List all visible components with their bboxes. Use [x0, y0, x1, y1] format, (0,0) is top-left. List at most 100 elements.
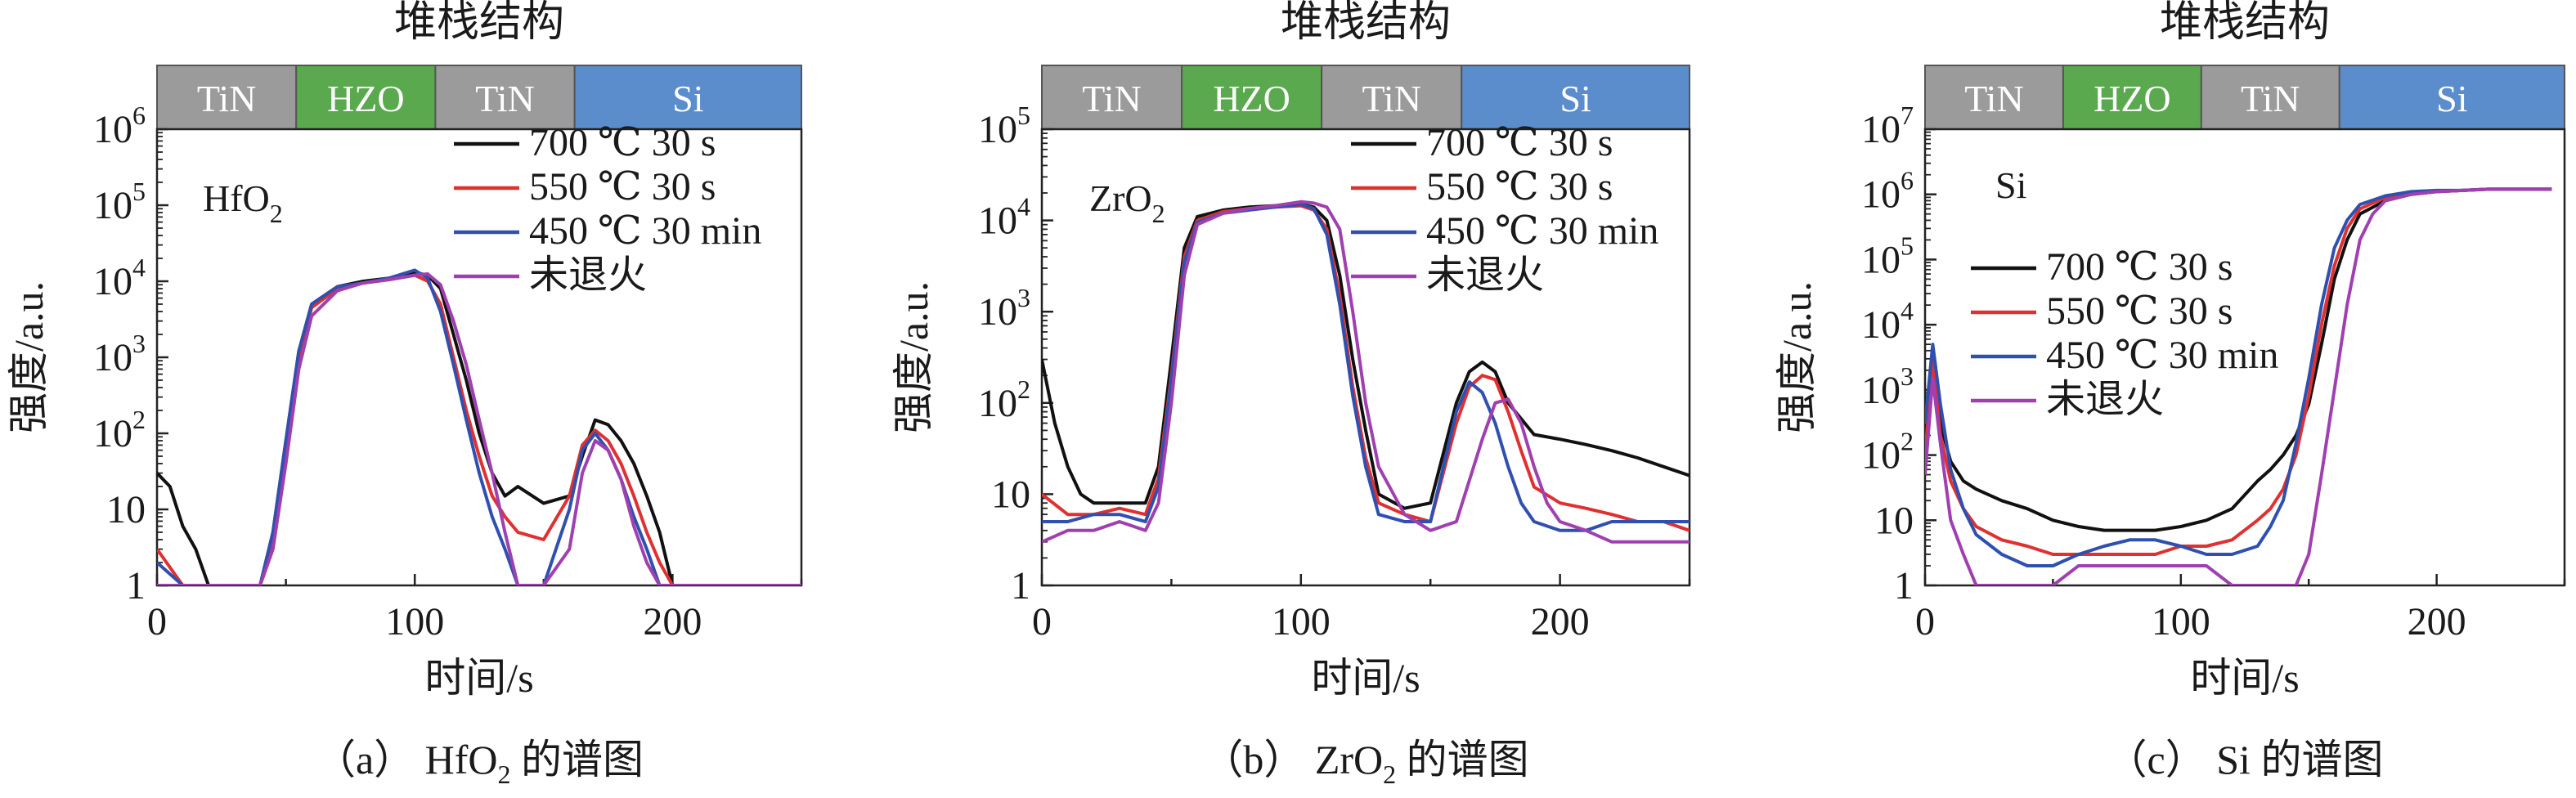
y-tick-label-base: 10 [1861, 369, 1901, 412]
legend-label-1: 550 ℃ 30 s [2046, 289, 2233, 333]
y-axis-title: 强度/a.u. [6, 281, 52, 433]
plot-frame [1040, 128, 1691, 587]
y-tick-label-base: 10 [978, 108, 1017, 151]
x-tick-label: 0 [147, 600, 167, 643]
legend-label-2: 450 ℃ 30 min [529, 209, 761, 253]
element-label-base: Si [1995, 164, 2026, 206]
y-tick-label-exponent: 7 [1901, 101, 1914, 130]
legend-label-3: 未退火 [2046, 378, 2164, 421]
legend-label-1: 550 ℃ 30 s [529, 165, 716, 208]
y-tick-label-exponent: 4 [132, 253, 146, 282]
legend-label-2: 450 ℃ 30 min [1426, 209, 1658, 253]
element-label: HfO2 [203, 177, 283, 228]
y-tick-label: 105 [93, 177, 146, 227]
caption-subscript: 2 [498, 760, 511, 789]
series-group [157, 268, 801, 585]
x-tick-label: 0 [1032, 600, 1052, 643]
y-tick-label-exponent: 2 [132, 405, 146, 434]
series-line-2 [1925, 187, 2552, 567]
y-tick-label-base: 1 [1011, 564, 1030, 607]
y-tick-label-exponent: 4 [1901, 296, 1914, 325]
caption-suffix: 的谱图 [2251, 737, 2384, 782]
series-line-2 [157, 268, 801, 585]
y-tick-label-base: 10 [991, 473, 1030, 516]
y-tick-label-exponent: 6 [1901, 166, 1914, 195]
x-tick-label: 100 [1272, 600, 1331, 643]
y-tick-label-exponent: 5 [132, 177, 146, 206]
element-label-base: ZrO [1089, 177, 1152, 219]
y-tick-label: 10 [106, 488, 146, 531]
y-tick-label-base: 10 [1861, 108, 1901, 151]
y-tick-label-exponent: 6 [132, 101, 146, 130]
series-line-3 [1042, 200, 1690, 544]
x-tick-label: 200 [2408, 600, 2466, 643]
layer-block-hzo [1181, 65, 1323, 130]
layer-label-tin: TiN [1082, 78, 1141, 119]
y-tick-label-base: 10 [1861, 303, 1901, 347]
layer-label-hzo: HZO [327, 78, 405, 119]
caption-subscript: 2 [1383, 760, 1396, 789]
series-group [1925, 187, 2552, 585]
y-tick-label-exponent: 4 [1017, 192, 1030, 222]
layer-label-si: Si [2436, 78, 2467, 119]
x-axis-title: 时间/s [424, 655, 533, 701]
layer-block-hzo [2062, 65, 2202, 130]
layer-block-tin [156, 65, 298, 130]
panel-caption: （a） HfO2 的谱图 [315, 737, 644, 789]
element-label: Si [1995, 164, 2026, 206]
y-tick-label-exponent: 3 [1017, 283, 1030, 312]
y-tick-label-exponent: 5 [1901, 231, 1914, 260]
legend-label-0: 700 ℃ 30 s [529, 121, 716, 164]
layer-block-tin [2200, 65, 2340, 130]
y-tick-label-base: 10 [1861, 434, 1901, 477]
x-tick-label: 200 [643, 600, 702, 643]
caption-suffix: 的谱图 [1396, 737, 1529, 782]
legend-label-0: 700 ℃ 30 s [1426, 121, 1613, 164]
x-tick-label: 100 [2152, 600, 2210, 643]
caption-main: （b） ZrO [1202, 737, 1383, 782]
y-tick-label-exponent: 2 [1901, 427, 1914, 456]
element-label-subscript: 2 [270, 199, 283, 228]
y-tick-label: 102 [1861, 427, 1914, 477]
caption-main: （a） HfO [315, 737, 498, 782]
y-tick-label: 107 [1861, 101, 1914, 151]
layer-label-si: Si [672, 78, 703, 119]
series-group [1042, 200, 1690, 544]
x-tick-label: 0 [1915, 600, 1935, 643]
layer-block-si [2338, 65, 2566, 130]
series-line-3 [1925, 187, 2552, 585]
y-tick-label-base: 10 [106, 488, 146, 531]
y-tick-label: 1 [126, 564, 146, 607]
layer-label-si: Si [1560, 78, 1591, 119]
layer-label-tin: TiN [1964, 78, 2023, 119]
caption-suffix: 的谱图 [511, 737, 644, 782]
y-tick-label: 102 [978, 374, 1030, 425]
layer-label-tin: TiN [2241, 78, 2300, 119]
y-tick-label: 10 [1874, 499, 1914, 542]
x-axis-title: 时间/s [2190, 655, 2299, 701]
layer-label-hzo: HZO [2094, 78, 2171, 119]
layer-label-tin: TiN [197, 78, 256, 119]
y-tick-label-exponent: 5 [1017, 101, 1030, 130]
x-tick-label: 100 [385, 600, 444, 643]
series-line-3 [157, 272, 801, 585]
legend-label-3: 未退火 [529, 253, 647, 297]
layer-block-si [573, 65, 803, 130]
layer-block-hzo [295, 65, 437, 130]
y-tick-label: 104 [93, 253, 146, 303]
y-tick-label: 106 [1861, 166, 1914, 217]
y-tick-label: 10 [991, 473, 1030, 516]
y-axis-title: 强度/a.u. [1774, 281, 1820, 433]
y-tick-label-base: 10 [978, 290, 1017, 334]
series-line-2 [1042, 202, 1690, 532]
element-label-base: HfO [203, 177, 270, 219]
y-tick-label-base: 10 [978, 200, 1017, 243]
series-line-0 [157, 271, 801, 585]
y-tick-label: 105 [1861, 231, 1914, 281]
y-tick-label-base: 10 [93, 412, 132, 455]
panel-caption: （c） Si 的谱图 [2107, 737, 2384, 782]
